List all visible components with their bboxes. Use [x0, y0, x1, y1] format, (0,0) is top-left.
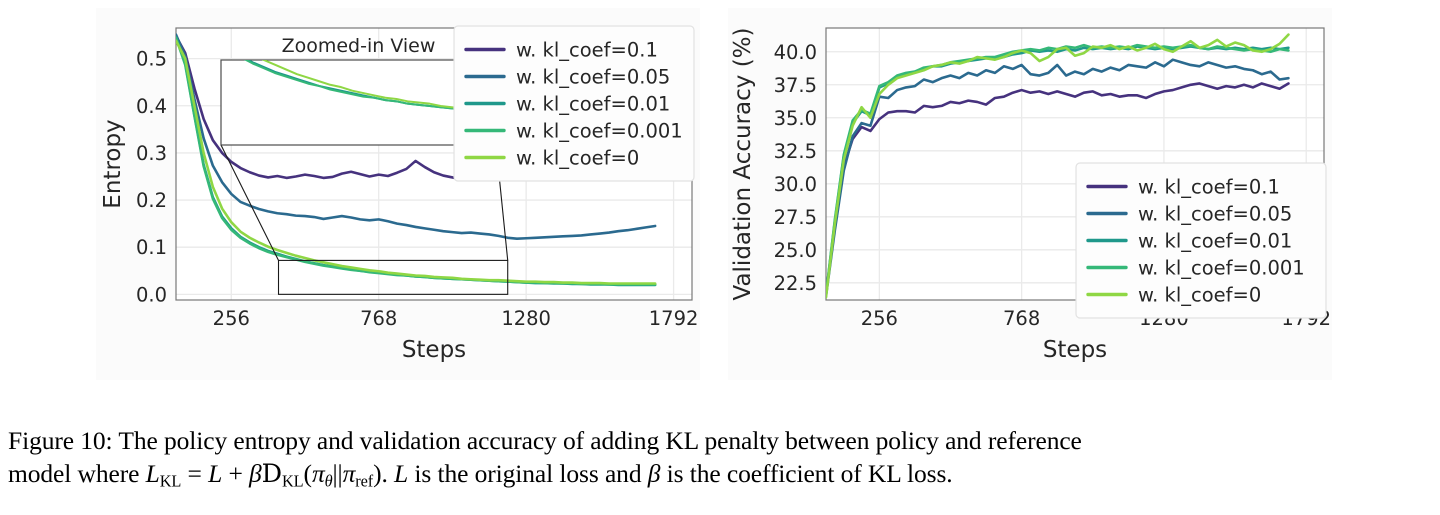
y-tick-label: 0.0: [136, 283, 167, 306]
series-line: [826, 33, 1290, 299]
formula-period: .: [381, 459, 388, 488]
y-tick-label: 27.5: [774, 206, 817, 229]
x-tick-label: 1792: [649, 307, 699, 330]
formula-eq: =: [187, 459, 202, 488]
validation-accuracy-chart: 22.525.027.530.032.535.037.540.025676812…: [730, 27, 1331, 363]
x-tick-label: 768: [1003, 307, 1040, 330]
y-tick-label: 37.5: [774, 74, 817, 97]
y-tick-label: 0.5: [136, 48, 167, 71]
formula-plus: +: [228, 459, 243, 488]
series-line: [826, 82, 1290, 297]
legend-label: w. kl_coef=0.001: [516, 120, 683, 143]
x-tick-label: 256: [213, 307, 250, 330]
x-axis-label: Steps: [402, 337, 466, 363]
y-tick-label: 40.0: [774, 41, 817, 64]
legend-label: w. kl_coef=0.01: [1138, 230, 1292, 253]
legend-label: w. kl_coef=0.01: [516, 93, 670, 116]
formula-theta-sub: θ: [324, 471, 333, 491]
x-tick-label: 768: [360, 307, 397, 330]
legend-label: w. kl_coef=0.1: [1138, 176, 1280, 199]
caption-line1: The policy entropy and validation accura…: [118, 426, 1082, 455]
y-tick-label: 0.4: [136, 95, 167, 118]
validation-accuracy-panel: 22.525.027.530.032.535.037.540.025676812…: [728, 8, 1332, 380]
formula-close-paren: ): [373, 459, 382, 488]
inset-axes: [220, 59, 497, 146]
legend-box: [1075, 162, 1327, 319]
inset-connector: [220, 144, 280, 261]
y-tick-label: 0.1: [136, 236, 167, 259]
legend-label: w. kl_coef=0.001: [1138, 257, 1305, 280]
formula-D-sub: KL: [281, 471, 304, 491]
y-tick-label: 25.0: [774, 239, 817, 262]
y-tick-label: 35.0: [774, 107, 817, 130]
x-tick-label: 1280: [501, 307, 551, 330]
formula-L3: L: [394, 459, 409, 488]
caption-line2-post-a: is the original loss and: [414, 459, 642, 488]
legend-label: w. kl_coef=0: [1138, 284, 1261, 307]
x-tick-label: 256: [861, 307, 898, 330]
legend-box: [453, 25, 695, 182]
formula-L: L: [145, 459, 160, 488]
formula-pi-ref: π: [342, 459, 356, 488]
y-tick-label: 32.5: [774, 140, 817, 163]
formula-L-sub: KL: [159, 471, 182, 491]
legend-label: w. kl_coef=0.05: [1138, 203, 1292, 226]
figure-area: 0.0 0.1 0.2 0.3 0.4 0.5 256 768 1280 1792 Steps Ent…: [96, 8, 1332, 380]
y-tick-label: 22.5: [774, 272, 817, 295]
legend-label: w. kl_coef=0.05: [516, 66, 670, 89]
caption-line2-pre: model where: [8, 459, 140, 488]
figure-caption: Figure 10: The policy entropy and valida…: [8, 424, 1432, 498]
y-tick-label: 30.0: [774, 173, 817, 196]
caption-formula: LKL = L + βDKL(πθ||πref).: [145, 459, 388, 491]
y-axis-label: Entropy: [100, 119, 126, 208]
formula-ref-sub: ref: [355, 471, 374, 491]
entropy-chart: 0.0 0.1 0.2 0.3 0.4 0.5 256 768 1280 1792 Steps Ent…: [100, 25, 699, 363]
formula-pi-theta: π: [311, 459, 325, 488]
entropy-panel: 0.0 0.1 0.2 0.3 0.4 0.5 256 768 1280 1792 Steps Ent…: [96, 8, 700, 380]
y-axis-label: Validation Accuracy (%): [730, 27, 756, 300]
inset-source-rect: [277, 259, 509, 295]
formula-beta: β: [249, 459, 262, 488]
formula-D: D: [261, 459, 282, 489]
caption-label: Figure 10:: [8, 426, 113, 455]
legend-label: w. kl_coef=0: [516, 147, 639, 170]
y-tick-label: 0.3: [136, 142, 167, 165]
y-tick-label: 0.2: [136, 189, 167, 212]
caption-line2-post-b: is the coefficient of KL loss.: [666, 459, 953, 488]
series-line: [176, 39, 657, 285]
x-axis-label: Steps: [1043, 337, 1107, 363]
formula-double-bar: ||: [332, 459, 343, 488]
inset-title: Zoomed-in View: [282, 35, 436, 57]
formula-open-paren: (: [303, 459, 313, 488]
formula-beta2: β: [647, 459, 661, 488]
legend-label: w. kl_coef=0.1: [516, 39, 658, 62]
series-line: [826, 58, 1290, 298]
formula-L2: L: [208, 459, 223, 488]
series-line: [176, 33, 657, 241]
